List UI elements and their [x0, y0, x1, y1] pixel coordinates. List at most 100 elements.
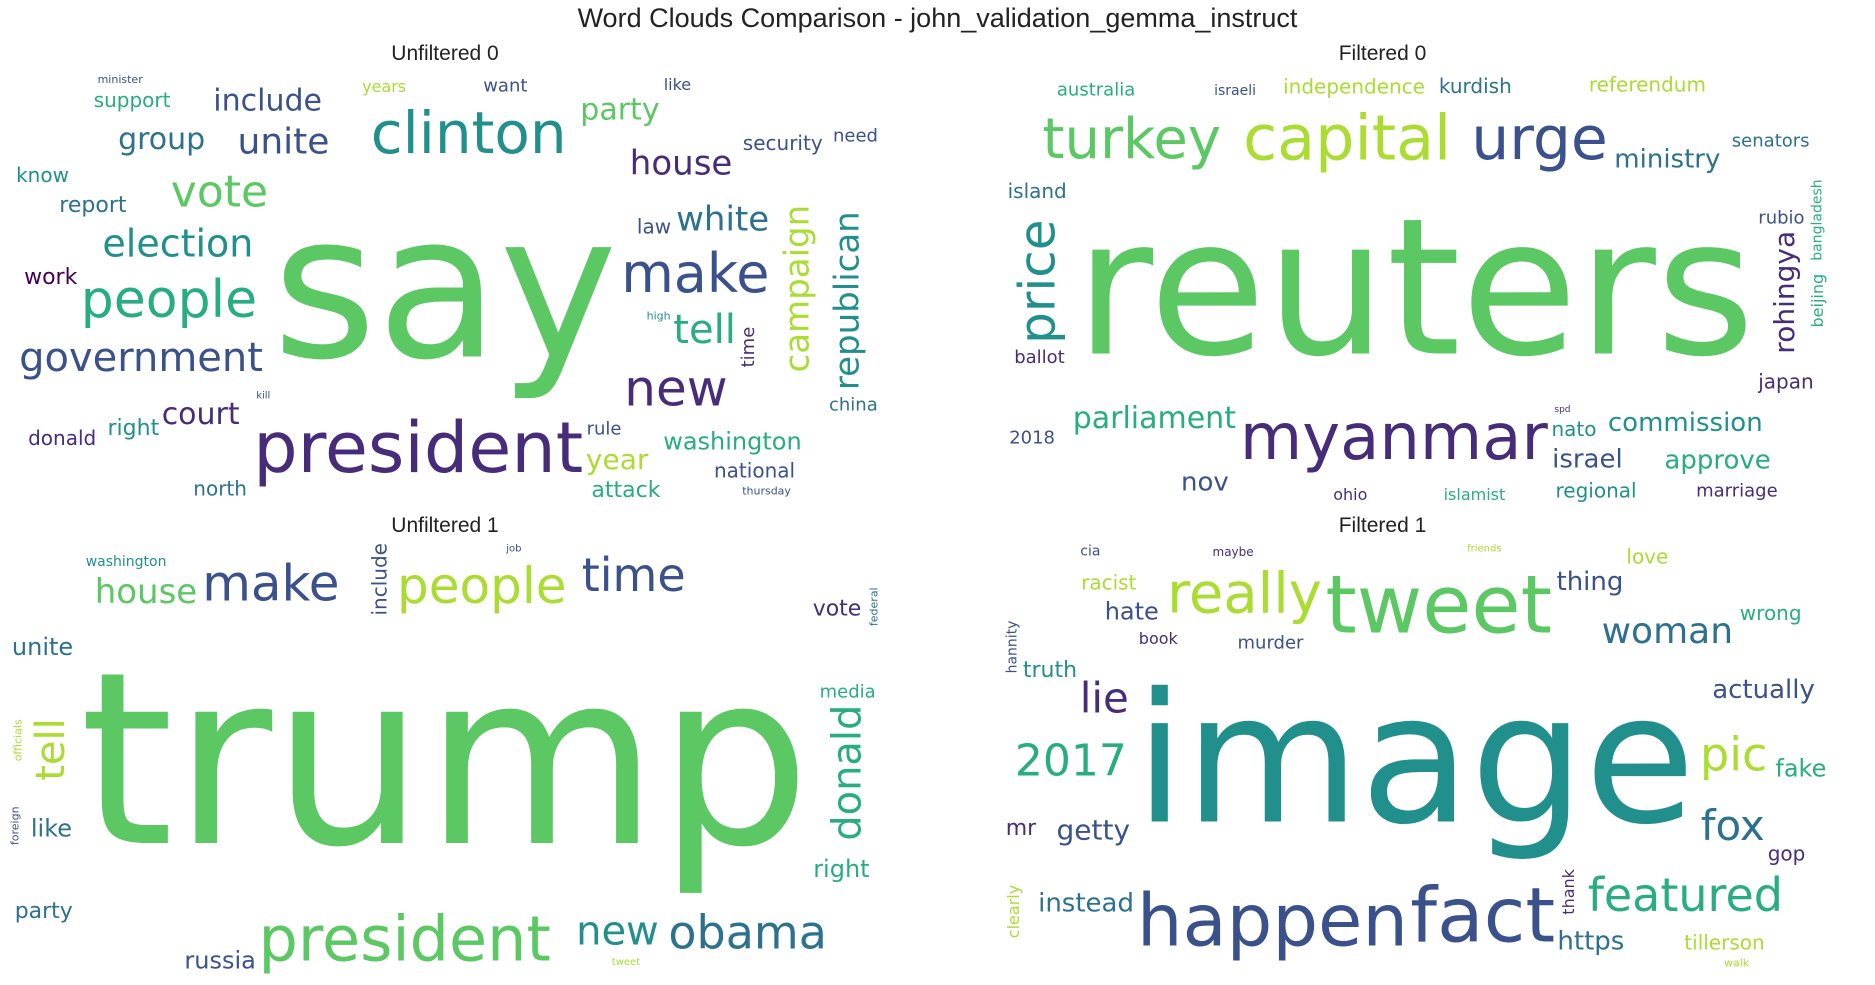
word-ballot: ballot [1014, 347, 1065, 368]
word-washington: washington [663, 427, 801, 455]
word-need: need [833, 125, 878, 146]
word-rubio: rubio [1758, 208, 1804, 229]
word-like: like [31, 815, 72, 843]
word-people: people [81, 270, 257, 330]
word-donald: donald [28, 426, 96, 450]
word-reuters: reuters [1075, 178, 1755, 399]
word-trump: trump [80, 620, 811, 900]
figure-title: Word Clouds Comparison - john_validation… [577, 3, 1298, 33]
word-racist: racist [1081, 570, 1136, 594]
word-senators: senators [1732, 130, 1810, 151]
panel-title-filtered-1: Filtered 1 [1338, 514, 1427, 537]
word-walk: walk [1724, 957, 1750, 970]
word-vote: vote [171, 166, 268, 217]
word-china: china [829, 395, 878, 416]
word-work: work [24, 265, 77, 290]
word-white: white [676, 200, 769, 240]
word-national: national [714, 459, 795, 483]
word-right: right [108, 416, 160, 441]
word-thing: thing [1557, 567, 1624, 597]
word-referendum: referendum [1589, 72, 1706, 96]
word-want: want [483, 75, 527, 96]
word-president: president [253, 407, 583, 489]
word-house: house [630, 144, 733, 184]
wordcloud-unfiltered-1: trump president people make obama time new tell… [5, 540, 885, 980]
word-https: https [1557, 927, 1624, 957]
word-law: law [637, 214, 671, 238]
word-tweet: tweet [612, 957, 640, 968]
word-marriage: marriage [1696, 481, 1778, 502]
word-right: right [813, 855, 869, 883]
word-media: media [820, 682, 876, 703]
word-island: island [1008, 179, 1067, 203]
word-islamist: islamist [1444, 485, 1506, 504]
word-republican: republican [827, 211, 867, 390]
word-maybe: maybe [1213, 545, 1254, 559]
word-spd: spd [1554, 405, 1570, 415]
word-price: price [1008, 219, 1066, 343]
word-minister: minister [98, 73, 144, 86]
word-group: group [118, 122, 205, 157]
word-pic: pic [1700, 727, 1767, 781]
word-ohio: ohio [1333, 485, 1367, 504]
word-know: know [16, 163, 69, 187]
word-time: time [582, 548, 686, 602]
word-clinton: clinton [371, 99, 567, 167]
word-getty: getty [1057, 814, 1131, 847]
word-2017: 2017 [1015, 736, 1127, 787]
word-lie: lie [1080, 673, 1129, 722]
word-clearly: clearly [1004, 885, 1023, 938]
word-mr: mr [1006, 816, 1037, 841]
word-high: high [647, 309, 671, 322]
word-campaign: campaign [778, 205, 818, 373]
word-kill: kill [256, 390, 270, 401]
word-make: make [621, 242, 769, 305]
word-hate: hate [1105, 597, 1159, 625]
word-year: year [586, 443, 649, 476]
word-nov: nov [1181, 468, 1229, 498]
word-actually: actually [1712, 675, 1815, 705]
word-government: government [19, 335, 263, 381]
word-new: new [576, 908, 659, 954]
word-federal: federal [868, 587, 881, 626]
panel-title-unfiltered-1: Unfiltered 1 [391, 514, 499, 537]
word-nato: nato [1552, 417, 1597, 441]
word-washington: washington [86, 554, 167, 570]
word-image: image [1135, 656, 1696, 865]
word-fake: fake [1775, 754, 1826, 782]
word-australia: australia [1057, 80, 1135, 101]
word-make: make [202, 555, 339, 613]
word-say: say [272, 172, 617, 405]
word-time: time [738, 327, 759, 368]
word-fact: fact [1410, 871, 1555, 960]
word-job: job [505, 543, 521, 554]
word-donald: donald [824, 705, 870, 841]
word-really: really [1167, 561, 1322, 626]
word-gop: gop [1768, 841, 1806, 865]
word-murder: murder [1238, 632, 1305, 653]
word-court: court [162, 397, 240, 432]
word-rule: rule [587, 419, 622, 440]
word-cia: cia [1080, 544, 1100, 560]
word-rohingya: rohingya [1768, 231, 1801, 354]
word-love: love [1626, 544, 1668, 568]
word-president: president [259, 902, 551, 975]
word-tell: tell [28, 718, 74, 781]
word-2018: 2018 [1009, 428, 1055, 449]
word-vote: vote [813, 597, 862, 622]
word-urge: urge [1471, 104, 1608, 174]
word-capital: capital [1243, 102, 1451, 175]
word-japan: japan [1757, 369, 1813, 393]
word-approve: approve [1664, 446, 1770, 476]
word-people: people [397, 557, 566, 615]
word-like: like [664, 75, 691, 94]
wordcloud-filtered-0: reuters myanmar capital urge turkey price parl… [1000, 68, 1830, 508]
word-years: years [362, 77, 406, 96]
word-fox: fox [1701, 801, 1765, 850]
word-israel: israel [1552, 444, 1623, 474]
word-north: north [193, 477, 247, 501]
